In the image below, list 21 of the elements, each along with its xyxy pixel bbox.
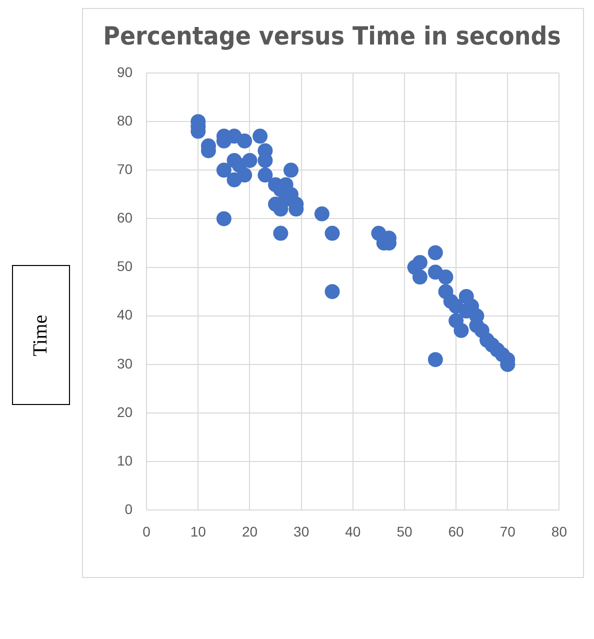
x-tick-label: 30: [294, 523, 310, 540]
x-tick-label: 40: [345, 523, 361, 540]
y-tick-label: 20: [116, 404, 133, 420]
y-tick-label: 80: [116, 112, 133, 128]
y-tick-label: 70: [116, 161, 133, 178]
chart-title: Percentage versus Time in seconds: [103, 22, 561, 51]
x-tick-label: 20: [242, 523, 258, 540]
x-tick-label: 50: [396, 523, 412, 540]
y-tick-label: 10: [116, 452, 133, 468]
y-axis-title: Time: [29, 314, 52, 356]
y-tick-label: 40: [116, 306, 133, 323]
x-tick-label: 70: [500, 523, 516, 540]
x-tick-label: 10: [190, 523, 206, 540]
y-tick-label: 30: [116, 355, 133, 372]
y-tick-label: 0: [124, 501, 133, 518]
x-tick-label: 0: [142, 523, 151, 540]
y-tick-label: 60: [116, 210, 133, 226]
x-tick-label: 60: [448, 523, 464, 540]
y-tick-label: 90: [116, 64, 133, 80]
y-tick-label: 50: [116, 258, 133, 274]
x-tick-label: 80: [551, 523, 568, 540]
